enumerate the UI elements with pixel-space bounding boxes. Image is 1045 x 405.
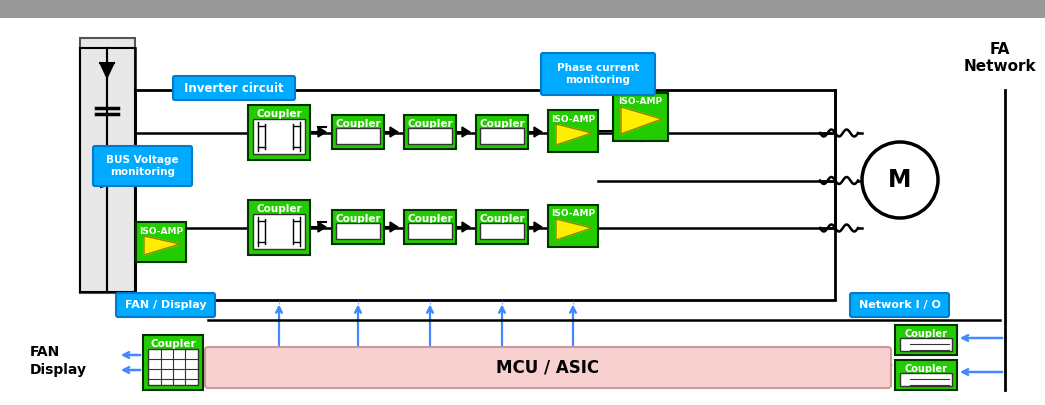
Polygon shape (318, 222, 326, 232)
Bar (895, 325, 957, 355)
Text: Display: Display (30, 363, 87, 377)
Polygon shape (390, 127, 398, 137)
Polygon shape (556, 219, 593, 240)
FancyBboxPatch shape (205, 347, 891, 388)
Bar (253, 214, 305, 249)
Text: Coupler: Coupler (150, 339, 195, 349)
Polygon shape (462, 222, 470, 232)
Bar (408, 128, 452, 144)
Bar (895, 360, 957, 390)
FancyBboxPatch shape (541, 53, 655, 95)
Text: FA
Network: FA Network (963, 42, 1037, 74)
Bar (80, 38, 135, 293)
Polygon shape (621, 107, 661, 134)
Text: ISO-AMP: ISO-AMP (551, 115, 595, 124)
Bar (408, 223, 452, 239)
Text: Coupler: Coupler (335, 119, 380, 129)
Text: Coupler: Coupler (256, 204, 302, 214)
Text: Inverter circuit: Inverter circuit (184, 81, 284, 94)
FancyBboxPatch shape (850, 293, 949, 317)
Bar (248, 200, 310, 255)
Text: Coupler: Coupler (480, 119, 525, 129)
Bar (0, 0, 1045, 18)
Text: Coupler: Coupler (335, 214, 380, 224)
Bar (404, 210, 456, 244)
Bar (248, 105, 310, 160)
Bar (613, 93, 668, 141)
Bar (135, 90, 835, 300)
Text: Coupler: Coupler (480, 214, 525, 224)
Polygon shape (390, 222, 398, 232)
Bar (404, 115, 456, 149)
Polygon shape (318, 127, 326, 137)
Bar (548, 205, 598, 247)
Text: ISO-AMP: ISO-AMP (619, 98, 663, 107)
FancyBboxPatch shape (116, 293, 215, 317)
Polygon shape (100, 63, 114, 78)
Bar (136, 222, 186, 262)
Bar (332, 210, 384, 244)
Polygon shape (534, 222, 542, 232)
FancyBboxPatch shape (173, 76, 295, 100)
Text: Coupler: Coupler (256, 109, 302, 119)
Bar (336, 223, 380, 239)
Bar (548, 110, 598, 152)
Circle shape (862, 142, 938, 218)
Text: Coupler: Coupler (905, 329, 948, 339)
FancyBboxPatch shape (93, 146, 192, 186)
Bar (477, 210, 528, 244)
Bar (480, 128, 524, 144)
Bar (477, 115, 528, 149)
Bar (253, 119, 305, 154)
Bar (900, 373, 952, 386)
Bar (336, 128, 380, 144)
Text: Network I / O: Network I / O (859, 300, 940, 310)
Polygon shape (144, 236, 180, 255)
Bar (143, 335, 203, 390)
Text: Coupler: Coupler (408, 119, 452, 129)
Text: ISO-AMP: ISO-AMP (139, 226, 183, 235)
Bar (900, 338, 952, 351)
Polygon shape (462, 127, 470, 137)
Bar (148, 349, 198, 385)
Text: FAN: FAN (30, 345, 61, 359)
Text: Phase current
monitoring: Phase current monitoring (557, 63, 640, 85)
Text: Coupler: Coupler (408, 214, 452, 224)
Text: FAN / Display: FAN / Display (124, 300, 206, 310)
Polygon shape (556, 124, 593, 145)
Bar (480, 223, 524, 239)
Polygon shape (534, 127, 542, 137)
Text: Coupler: Coupler (905, 364, 948, 374)
Bar (332, 115, 384, 149)
Text: M: M (888, 168, 911, 192)
Text: ISO-AMP: ISO-AMP (551, 209, 595, 219)
Text: MCU / ASIC: MCU / ASIC (496, 358, 600, 377)
Text: BUS Voltage
monitoring: BUS Voltage monitoring (107, 155, 179, 177)
